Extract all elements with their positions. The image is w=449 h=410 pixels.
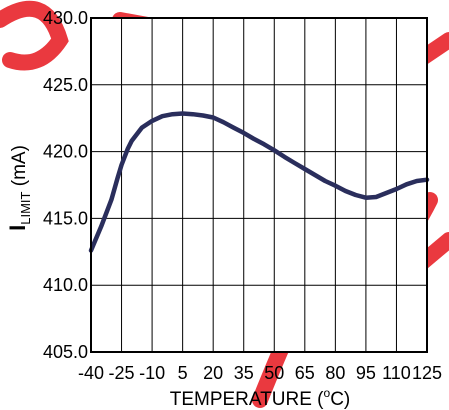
x-tick-label: 20 [203,363,223,383]
x-tick-label: 125 [412,363,442,383]
plot-area [91,18,427,352]
x-tick-label: 5 [178,363,188,383]
x-tick-label: 80 [325,363,345,383]
x-tick-label: 95 [356,363,376,383]
series-line [88,111,430,253]
x-tick-label: -10 [139,363,165,383]
series-layer [88,111,430,253]
y-axis-title-unit: (mA) [9,145,30,191]
x-axis-title: TEMPERATURE (oC) [170,386,351,410]
y-tick-label: 410.0 [43,275,88,295]
x-tick-label: 50 [264,363,284,383]
x-axis-title-unit: C) [330,389,350,410]
plot-frame [90,17,428,353]
x-tick-label: 65 [295,363,315,383]
x-tick-label: -40 [78,363,104,383]
watermark-stroke [0,0,69,71]
y-tick-labels: 405.0 410.0 415.0 420.0 425.0 430.0 [43,8,88,362]
x-tick-label: 35 [234,363,254,383]
y-axis-title-symbol: I [5,225,30,231]
x-tick-label: -25 [109,363,135,383]
y-axis-title: ILIMIT (mA) [5,145,33,231]
y-tick-label: 415.0 [43,208,88,228]
y-tick-label: 425.0 [43,75,88,95]
x-axis-title-main: TEMPERATURE ( [170,389,324,410]
x-axis-title-degree: o [324,386,331,400]
y-axis-title-subscript: LIMIT [18,191,33,224]
x-tick-labels: -40 -25 -10 5 20 35 50 65 80 95 110 125 [78,363,442,383]
y-tick-label: 405.0 [43,342,88,362]
x-tick-label: 110 [382,363,411,383]
y-tick-label: 430.0 [43,8,88,28]
y-tick-label: 420.0 [43,142,88,162]
